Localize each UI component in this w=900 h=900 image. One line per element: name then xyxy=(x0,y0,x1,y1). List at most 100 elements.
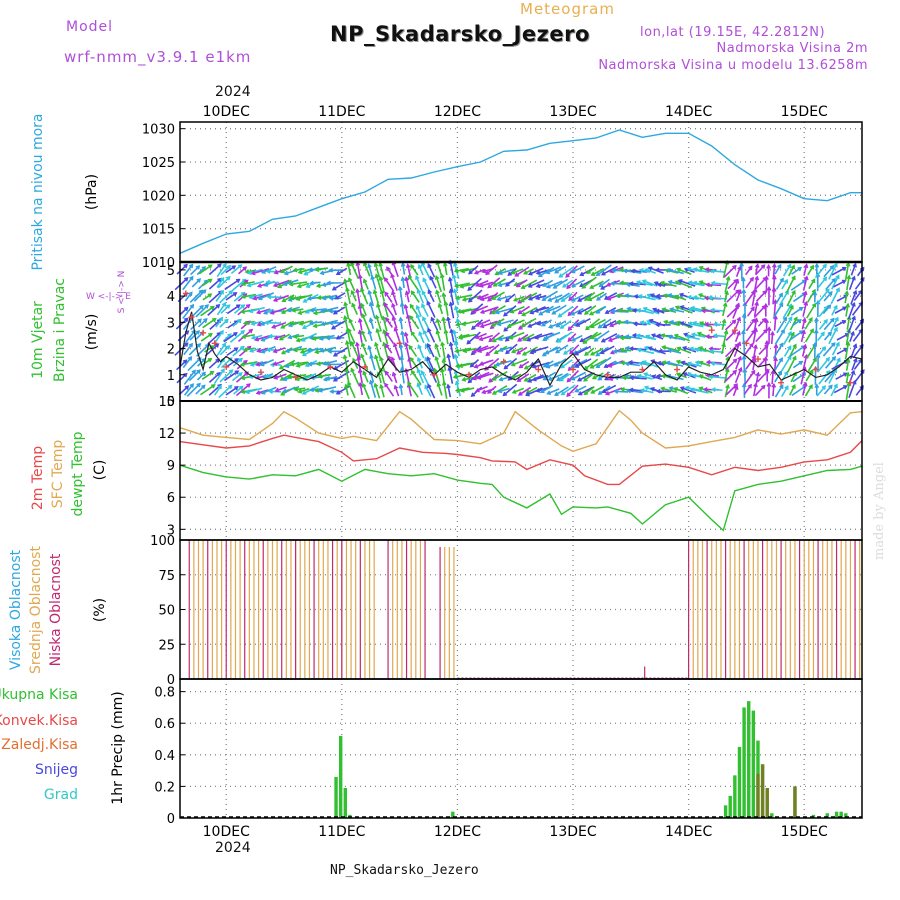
wind-arrow xyxy=(845,303,849,317)
wind-arrow xyxy=(318,373,331,378)
wind-arrow xyxy=(418,331,425,344)
wind-arrow xyxy=(179,307,189,316)
wind-arrow-head xyxy=(399,302,405,307)
wind-arrow-head xyxy=(760,264,766,269)
wind-arrow xyxy=(586,266,596,274)
wind-arrow-head xyxy=(452,329,457,335)
wind-arrow xyxy=(746,306,755,317)
wind-speed-line xyxy=(179,311,863,387)
wind-arrow-head xyxy=(649,293,655,298)
wind-arrow-head xyxy=(766,326,772,331)
wind-arrow-head xyxy=(384,382,389,388)
wind-arrow xyxy=(229,330,245,343)
wind-arrow xyxy=(198,318,208,328)
wind-arrow-head xyxy=(458,335,463,340)
wind-arrow xyxy=(348,319,356,331)
wind-arrow xyxy=(427,343,435,358)
wind-arrow xyxy=(406,315,413,332)
wind-arrow xyxy=(693,281,706,286)
wind-arrow xyxy=(213,330,224,345)
wind-arrow-head xyxy=(350,367,355,373)
wind-arrow xyxy=(558,265,575,278)
wind-arrow-head xyxy=(689,387,695,393)
wind-arrow-head xyxy=(766,264,772,269)
wind-arrow-head xyxy=(400,330,405,336)
wind-arrow-head xyxy=(641,360,647,365)
wind-arrow-head xyxy=(692,295,698,301)
wind-arrow-head xyxy=(542,363,548,368)
gust-marker xyxy=(292,374,299,381)
wind-arrow xyxy=(408,358,412,369)
wind-arrow-head xyxy=(698,265,704,271)
wind-arrow xyxy=(198,264,213,275)
wind-arrow-head xyxy=(833,383,838,389)
wind-arrow xyxy=(333,306,346,315)
wind-arrow-head xyxy=(846,274,852,280)
gust-marker xyxy=(812,366,819,373)
wind-arrow-head xyxy=(585,325,590,331)
wind-arrow-head xyxy=(282,388,287,394)
wind-arrow xyxy=(686,335,700,341)
wind-arrow-head xyxy=(655,322,660,328)
wind-arrow xyxy=(384,371,393,382)
wind-arrow-head xyxy=(590,271,596,276)
wind-arrow xyxy=(745,318,756,332)
wind-arrow-head xyxy=(398,383,404,389)
wind-arrow-head xyxy=(516,377,522,382)
wind-arrow xyxy=(497,319,514,326)
wind-arrow-head xyxy=(426,356,431,361)
wind-arrow xyxy=(783,331,792,345)
wind-arrow-head xyxy=(308,320,314,326)
wind-arrow xyxy=(241,361,258,366)
wind-arrow-head xyxy=(551,310,556,315)
wind-arrow xyxy=(724,319,736,331)
wind-arrow xyxy=(754,276,759,290)
wind-arrow-head xyxy=(637,294,643,299)
wind-arrow-head xyxy=(736,330,741,336)
wind-arrow-head xyxy=(446,383,451,389)
wind-arrow-head xyxy=(304,362,310,368)
wind-arrow-head xyxy=(814,262,820,268)
wind-arrow xyxy=(518,386,532,396)
temp-axis-label-sfc: SFC Temp xyxy=(50,440,66,509)
wind-arrow-head xyxy=(777,263,782,269)
wind-arrow xyxy=(602,384,617,393)
wind-arrow-head xyxy=(533,308,539,313)
wind-arrow xyxy=(553,278,569,289)
wind-arrow xyxy=(399,344,404,358)
wind-arrow-head xyxy=(803,275,809,281)
wind-arrow-head xyxy=(674,280,680,285)
wind-arrow-head xyxy=(272,361,278,366)
wind-arrow-head xyxy=(319,270,325,276)
wind-arrow xyxy=(688,322,704,328)
gust-marker xyxy=(211,340,218,347)
wind-arrow-head xyxy=(653,281,659,286)
wind-arrow xyxy=(546,305,561,313)
wind-arrow-head xyxy=(770,330,775,336)
wind-arrow-head xyxy=(362,370,367,376)
wind-arrow-head xyxy=(237,264,243,269)
wind-arrow-head xyxy=(360,353,365,359)
wind-arrow-head xyxy=(517,310,523,315)
wind-arrow-head xyxy=(628,346,634,352)
wind-arrow-head xyxy=(407,274,413,280)
wind-arrow-head xyxy=(314,267,320,273)
wind-arrow xyxy=(788,265,795,277)
wind-arrow-head xyxy=(588,311,594,316)
wind-arrow-head xyxy=(328,308,333,314)
wind-arrow xyxy=(427,328,436,343)
wind-arrow-head xyxy=(560,297,566,302)
wind-arrow-head xyxy=(597,324,603,329)
wind-arrow-head xyxy=(429,275,434,281)
wind-arrow xyxy=(783,316,793,330)
wind-arrow-head xyxy=(707,295,713,301)
wind-arrow xyxy=(594,330,610,342)
wind-arrow-head xyxy=(595,309,601,314)
wind-arrow-head xyxy=(289,361,295,367)
wind-arrow-head xyxy=(282,281,288,287)
wind-arrow xyxy=(348,278,356,292)
wind-arrow-head xyxy=(295,363,301,368)
wind-arrow-head xyxy=(288,281,294,287)
wind-arrow-head xyxy=(822,263,827,269)
wind-arrow-head xyxy=(521,351,527,356)
